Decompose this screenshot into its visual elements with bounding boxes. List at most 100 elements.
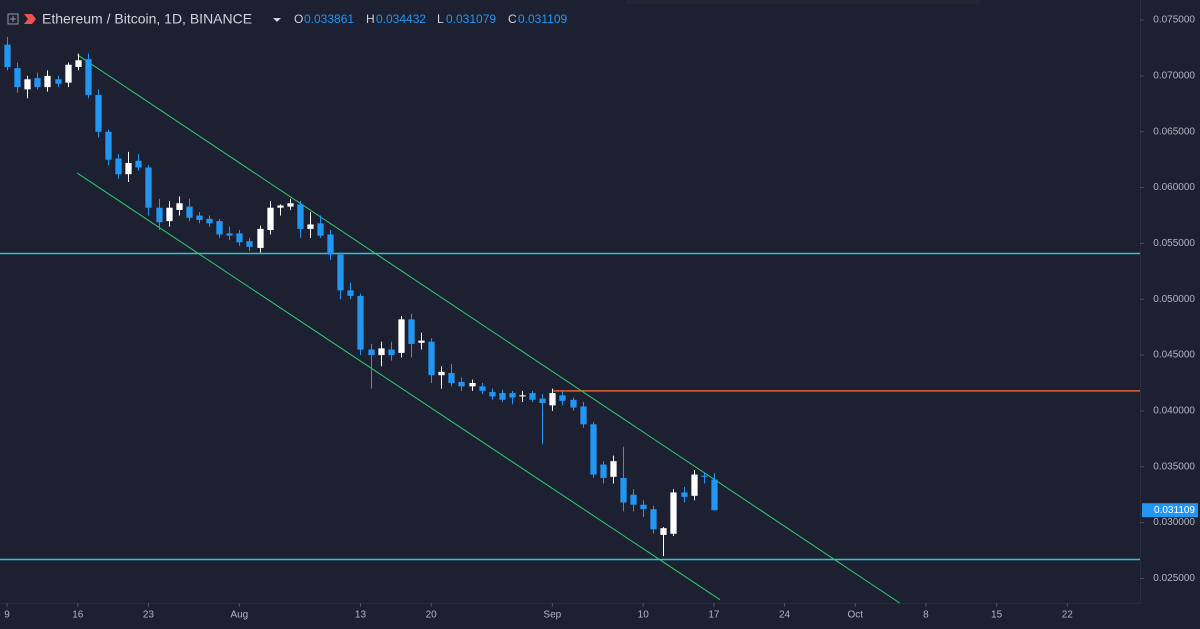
candle-body xyxy=(186,206,193,218)
candle-body xyxy=(681,492,688,497)
candle-body xyxy=(509,393,516,398)
y-tick-label: 0.040000 xyxy=(1153,406,1195,417)
y-tick-label: 0.050000 xyxy=(1153,294,1195,305)
candle-body xyxy=(418,340,425,343)
y-tick-label: 0.065000 xyxy=(1153,126,1195,137)
ohlc-value: 0.033861 xyxy=(304,12,354,26)
candle-body xyxy=(428,341,435,376)
x-tick-label: 10 xyxy=(638,610,650,621)
candle-body xyxy=(600,464,607,478)
last-price-label: 0.031109 xyxy=(1154,505,1195,516)
candle-body xyxy=(65,64,72,83)
x-tick-label: 20 xyxy=(426,610,438,621)
candle-body xyxy=(216,221,223,235)
x-tick-label: 22 xyxy=(1062,610,1074,621)
candle-body xyxy=(630,494,637,505)
y-tick-label: 0.070000 xyxy=(1153,71,1195,82)
candles xyxy=(4,36,718,557)
candle-body xyxy=(176,203,183,210)
candle-body xyxy=(145,167,152,208)
candle-body xyxy=(711,479,718,511)
candle-body xyxy=(590,424,597,475)
candle-body xyxy=(610,461,617,477)
axes: 0.025000 0.030000 0.035000 0.040000 0.045000… xyxy=(4,15,1198,621)
ohlc-key: O xyxy=(294,12,303,26)
x-tick-label: 15 xyxy=(991,610,1003,621)
candle-body xyxy=(489,391,496,397)
candle-body xyxy=(620,477,627,503)
candle-body xyxy=(277,205,284,208)
candle-body xyxy=(378,348,385,356)
candle-body xyxy=(95,94,102,132)
last-price-tag xyxy=(1142,503,1198,518)
candle-body xyxy=(257,228,264,248)
x-tick-label: 16 xyxy=(72,610,84,621)
candle-body xyxy=(368,349,375,356)
candle-body xyxy=(438,371,445,376)
candle-body xyxy=(105,131,112,160)
candle-body xyxy=(44,75,51,88)
candle-body xyxy=(701,475,708,477)
ohlc-key: H xyxy=(366,12,375,26)
candle-body xyxy=(4,44,11,67)
candle-body xyxy=(337,254,344,291)
dropdown-caret[interactable] xyxy=(273,18,281,22)
symbol-icon xyxy=(24,14,36,24)
candle-body xyxy=(34,78,41,88)
x-tick-label: 23 xyxy=(143,610,155,621)
legend-header: Ethereum / Bitcoin, 1D, BINANCE O 0.0338… xyxy=(7,11,567,27)
x-tick-label: 13 xyxy=(355,610,367,621)
candle-body xyxy=(327,234,334,255)
y-tick-label: 0.045000 xyxy=(1153,350,1195,361)
y-tick-label: 0.025000 xyxy=(1153,573,1195,584)
candle-body xyxy=(196,215,203,220)
candle-body xyxy=(85,59,92,95)
y-tick-label: 0.060000 xyxy=(1153,182,1195,193)
candle-body xyxy=(135,160,142,168)
candle-body xyxy=(398,319,405,353)
symbol-title[interactable]: Ethereum / Bitcoin, 1D, BINANCE xyxy=(42,11,252,27)
y-tick-label: 0.075000 xyxy=(1153,15,1195,26)
candle-body xyxy=(206,218,213,224)
candle-body xyxy=(115,158,122,175)
toolbar-strip xyxy=(626,0,980,4)
candle-body xyxy=(347,290,354,296)
candle-body xyxy=(317,223,324,236)
candle-body xyxy=(448,372,455,384)
x-tick-label: 24 xyxy=(779,610,791,621)
candle-body xyxy=(166,207,173,222)
candle-body xyxy=(24,79,31,90)
x-tick-label: Aug xyxy=(230,610,248,621)
candle-body xyxy=(307,224,314,229)
candle-body xyxy=(549,393,556,406)
trend-line xyxy=(76,172,721,601)
y-tick-label: 0.035000 xyxy=(1153,461,1195,472)
candle-body xyxy=(458,381,465,387)
ohlc-value: 0.031109 xyxy=(518,12,567,26)
candle-body xyxy=(297,204,304,229)
trend-line xyxy=(76,54,900,604)
ohlc-value: 0.034432 xyxy=(376,12,426,26)
x-tick-label: 9 xyxy=(4,610,10,621)
candle-body xyxy=(499,393,506,400)
candle-body xyxy=(226,233,233,236)
candle-body xyxy=(660,528,667,535)
candle-body xyxy=(246,241,253,247)
collapse-icon[interactable] xyxy=(7,13,19,25)
x-tick-label: Sep xyxy=(543,610,561,621)
ohlc-key: L xyxy=(437,12,444,26)
candle-body xyxy=(156,207,163,223)
candle-body xyxy=(236,233,243,243)
x-tick-label: Oct xyxy=(847,610,863,621)
candle-body xyxy=(570,399,577,408)
ohlc-value: 0.031079 xyxy=(446,12,496,26)
candle-body xyxy=(529,393,536,400)
candle-body xyxy=(388,349,395,356)
candle-body xyxy=(55,79,62,84)
candle-body xyxy=(125,163,132,175)
drawings xyxy=(0,54,1140,604)
candle-body xyxy=(691,474,698,496)
candle-body xyxy=(357,295,364,350)
candle-body xyxy=(287,203,294,207)
